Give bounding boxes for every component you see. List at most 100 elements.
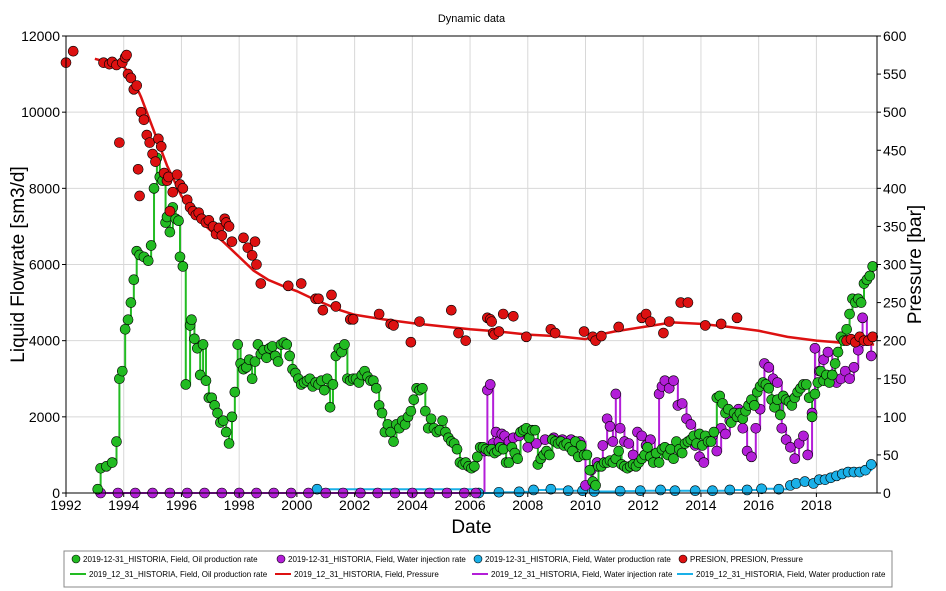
x-tick-label: 2014 bbox=[685, 497, 716, 513]
pressure-point bbox=[134, 190, 145, 202]
legend-marker bbox=[473, 554, 483, 564]
right-y-tick-label: 200 bbox=[883, 333, 907, 349]
oil-rate-point bbox=[451, 443, 463, 455]
oil-rate-point bbox=[529, 424, 541, 436]
pressure-point bbox=[125, 72, 137, 84]
x-tick-label: 1992 bbox=[50, 497, 81, 513]
oil-rate-point bbox=[437, 415, 448, 426]
legend-label: 2019-12-31_HISTORIA, Field, Water inject… bbox=[288, 555, 466, 564]
axes: 1992 1994 1996 1998 2000 2002 2004 2006 2008 2010… bbox=[21, 28, 907, 513]
oil-rate-point bbox=[177, 261, 189, 272]
left-y-tick-label: 8000 bbox=[29, 180, 60, 196]
x-tick-label: 2012 bbox=[628, 497, 659, 513]
pressure-point bbox=[867, 331, 878, 343]
left-y-tick-label: 4000 bbox=[29, 333, 60, 349]
water-injection-point bbox=[809, 342, 821, 354]
water-production-point bbox=[790, 478, 802, 489]
oil-rate-point bbox=[272, 356, 284, 367]
water-injection-point bbox=[607, 436, 619, 447]
pressure-point bbox=[578, 326, 590, 337]
oil-rate-point bbox=[800, 379, 812, 390]
left-y-tick-label: 12000 bbox=[21, 28, 60, 44]
oil-rate-point bbox=[284, 350, 295, 362]
pressure-point bbox=[596, 330, 607, 342]
pressure-point bbox=[177, 183, 189, 194]
oil-rate-point bbox=[145, 240, 157, 251]
legend-label: 2019_12_31_HISTORIA, Field, Pressure bbox=[294, 570, 439, 579]
water-injection-point bbox=[676, 398, 688, 409]
oil-rate-point bbox=[864, 270, 876, 282]
water-production-point bbox=[724, 484, 736, 496]
oil-rate-point bbox=[775, 409, 786, 421]
oil-rate-point bbox=[668, 453, 679, 465]
pressure-point bbox=[138, 114, 150, 126]
pressure-point bbox=[613, 321, 624, 333]
legend-marker bbox=[71, 554, 81, 564]
water-injection-point bbox=[798, 430, 809, 442]
right-y-tick-label: 150 bbox=[883, 371, 907, 387]
oil-rate-point bbox=[189, 333, 200, 345]
pressure-point bbox=[731, 312, 743, 324]
oil-rate-point bbox=[327, 379, 339, 390]
x-tick-label: 2004 bbox=[397, 497, 428, 513]
oil-rate-point bbox=[676, 447, 688, 459]
oil-rate-point bbox=[408, 394, 420, 405]
oil-rate-point bbox=[841, 323, 852, 335]
water-injection-point bbox=[857, 312, 868, 324]
water-production-point bbox=[528, 484, 539, 496]
legend-marker bbox=[678, 554, 688, 564]
oil-rate-point bbox=[590, 480, 601, 491]
water-production-point bbox=[545, 483, 557, 495]
water-production-point bbox=[756, 483, 767, 495]
left-y-tick-label: 0 bbox=[52, 485, 60, 501]
oil-rate-point bbox=[832, 346, 844, 358]
oil-rate-point bbox=[806, 411, 818, 423]
pressure-point bbox=[388, 320, 399, 331]
pressure-point bbox=[330, 301, 342, 312]
pressure-point bbox=[699, 320, 711, 331]
oil-rate-point bbox=[642, 441, 653, 453]
water-injection-point bbox=[604, 421, 616, 432]
oil-rate-point bbox=[826, 369, 838, 381]
water-injection-point bbox=[822, 346, 834, 358]
x-tick-label: 2018 bbox=[801, 497, 832, 513]
legend: 2019-12-31_HISTORIA, Field, Oil producti… bbox=[63, 550, 893, 588]
water-production-point bbox=[799, 476, 811, 487]
left-y-tick-label: 2000 bbox=[29, 409, 60, 425]
x-tick-label: 2010 bbox=[570, 497, 601, 513]
oil-rate-point bbox=[319, 384, 330, 396]
pressure-point bbox=[493, 326, 505, 337]
water-injection-point bbox=[685, 419, 697, 430]
pressure-point bbox=[251, 259, 262, 270]
oil-rate-point bbox=[809, 388, 821, 400]
pressure-point bbox=[521, 331, 532, 343]
pressure-point bbox=[486, 316, 498, 327]
pressure-point bbox=[132, 163, 144, 175]
oil-rate-point bbox=[376, 407, 388, 419]
oil-rate-point bbox=[223, 438, 235, 449]
pressure-point bbox=[658, 327, 669, 339]
left-y-tick-label: 6000 bbox=[29, 257, 60, 273]
oil-rate-point bbox=[425, 413, 437, 425]
oil-rate-point bbox=[420, 405, 431, 417]
oil-rate-point bbox=[388, 436, 399, 447]
x-tick-label: 1998 bbox=[224, 497, 255, 513]
right-y-axis-title: Pressure [bar] bbox=[905, 205, 926, 324]
pressure-point bbox=[295, 278, 307, 289]
right-y-tick-label: 250 bbox=[883, 295, 907, 311]
pressure-point bbox=[164, 205, 176, 217]
right-y-tick-label: 0 bbox=[883, 485, 891, 501]
water-injection-point bbox=[763, 362, 775, 373]
pressure-point bbox=[497, 308, 509, 320]
oil-rate-point bbox=[116, 365, 128, 377]
oil-rate-point bbox=[226, 411, 238, 423]
legend-label: PRESION, PRESION, Pressure bbox=[690, 555, 803, 564]
water-production-point bbox=[865, 459, 877, 470]
pressure-point bbox=[249, 236, 261, 247]
right-y-tick-label: 50 bbox=[883, 447, 899, 463]
oil-rate-point bbox=[544, 449, 555, 461]
pressure-point bbox=[155, 141, 167, 152]
water-injection-point bbox=[776, 422, 788, 434]
x-tick-label: 2002 bbox=[339, 497, 370, 513]
